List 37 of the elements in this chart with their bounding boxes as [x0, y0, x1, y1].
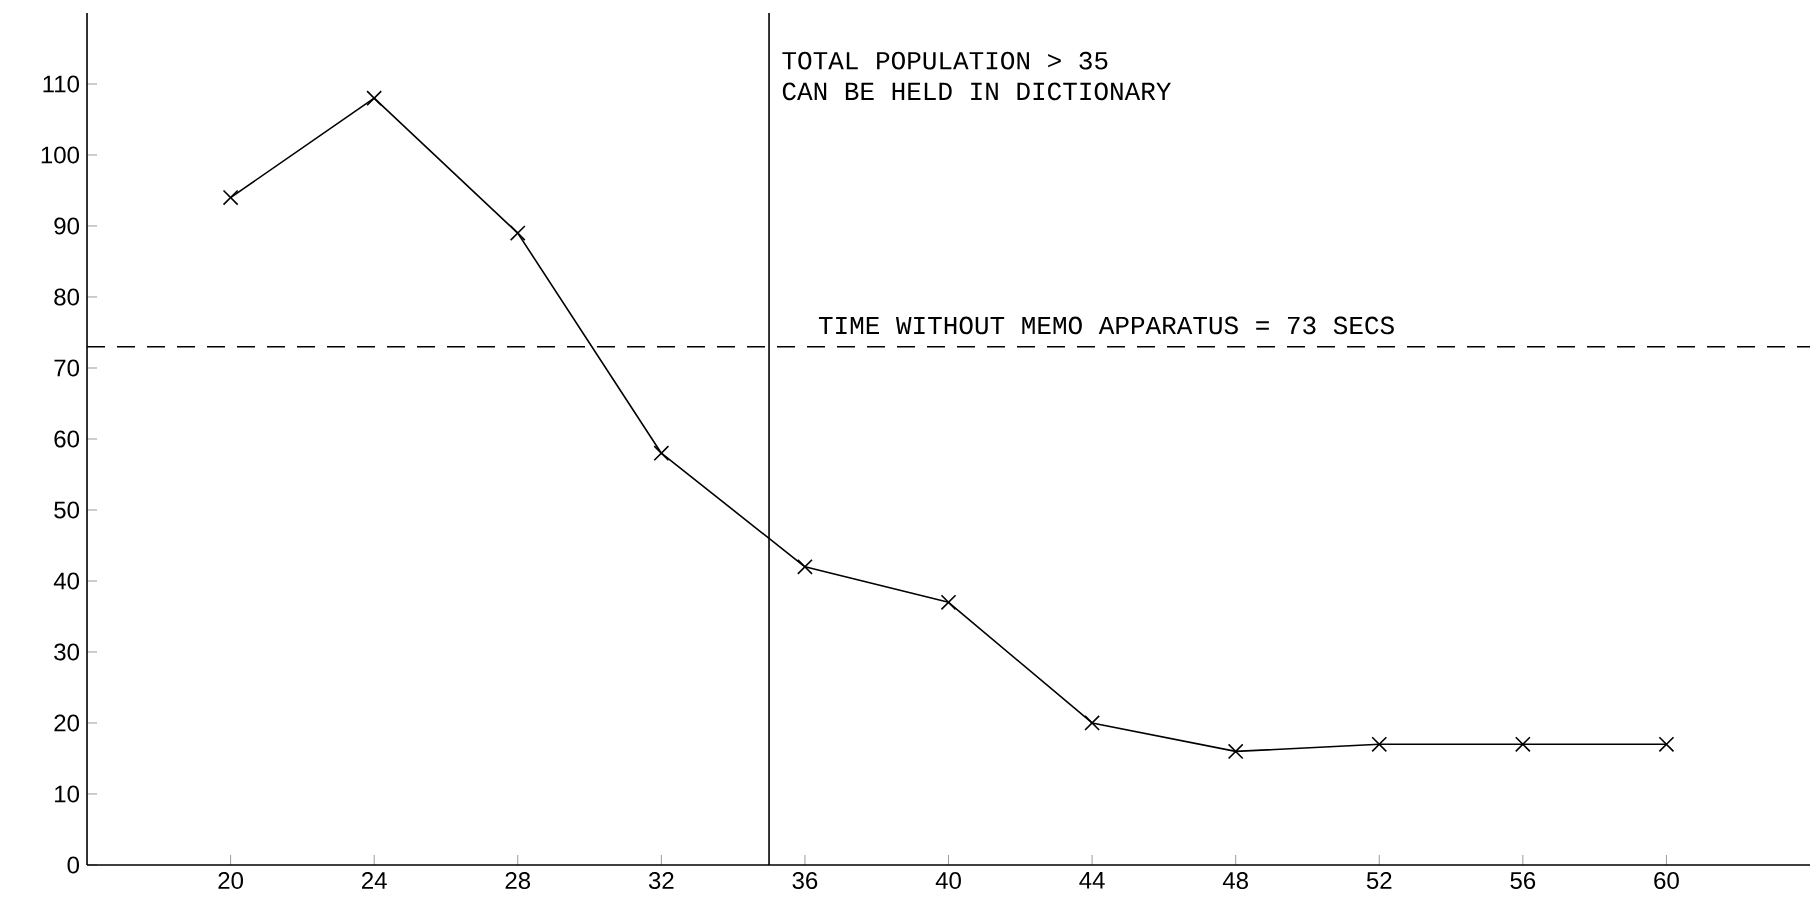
y-tick-label: 60: [54, 430, 80, 448]
x-tick-label: 32: [648, 872, 674, 890]
x-tick-label: 24: [362, 872, 387, 889]
point: [940, 594, 957, 611]
x-tick-label: 48: [1222, 872, 1248, 890]
point: [222, 189, 239, 206]
ref-line-label: TIME WITHOUT MEMO APPARATUS = 73 SECS: [818, 316, 1394, 335]
ref-line-label: TOTAL POPULATION > 35: [782, 51, 1108, 70]
y-tick-label: 90: [54, 217, 80, 235]
x-tick-label: 36: [792, 872, 818, 890]
y-tick-label: 70: [54, 359, 80, 377]
y-tick-label: 100: [41, 146, 80, 164]
x-tick-label: 44: [1079, 872, 1105, 889]
point: [366, 90, 383, 107]
x-tick-label: 52: [1366, 872, 1392, 890]
point: [1658, 736, 1675, 753]
point: [1227, 743, 1244, 760]
point: [1084, 715, 1100, 731]
y-tick-label: 30: [54, 643, 80, 661]
point: [653, 445, 670, 462]
point: [1371, 736, 1388, 753]
x-tick-label: 60: [1654, 872, 1679, 890]
point: [509, 225, 526, 241]
y-tick-label: 110: [43, 75, 80, 93]
x-tick-label: 40: [935, 872, 961, 890]
point: [1514, 736, 1531, 753]
y-tick-label: 10: [55, 785, 80, 803]
y-tick-label: 0: [67, 856, 80, 874]
annotation: CAN BE HELD IN DICTIONARY: [782, 82, 1171, 101]
y-tick-label: 20: [54, 714, 80, 732]
x-tick-label: 28: [505, 872, 531, 890]
x-tick-label: 56: [1510, 872, 1536, 890]
x-tick-label: 20: [218, 872, 244, 890]
y-tick-label: 50: [54, 501, 80, 519]
y-tick-label: 80: [54, 288, 80, 306]
y-tick-label: 40: [53, 572, 80, 590]
point: [797, 558, 813, 575]
